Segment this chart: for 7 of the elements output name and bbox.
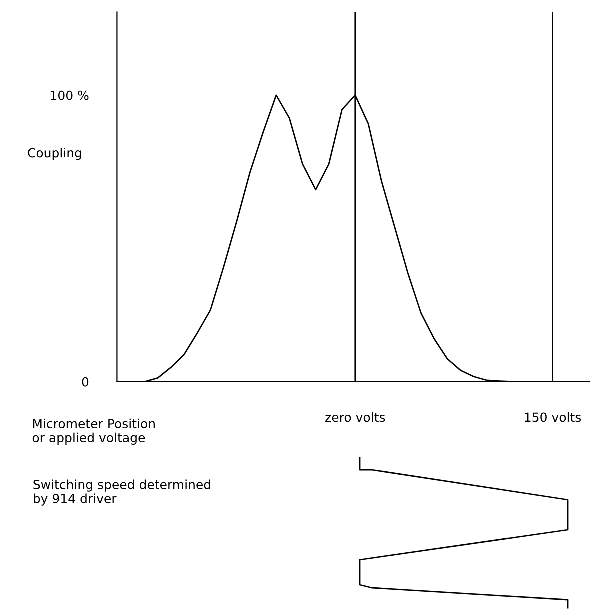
text: Switching speed determined by 914 driver (34, 480, 210, 506)
x-tick-label: 150 volts (525, 412, 582, 422)
y-tick-label: 0 (82, 377, 89, 387)
y-axis-title: Coupling (28, 148, 82, 160)
x-axis-title: Micrometer Position or applied voltage (32, 418, 155, 445)
y-tick-label: 100 % (51, 90, 89, 100)
x-tick-label: zero volts (326, 412, 386, 422)
